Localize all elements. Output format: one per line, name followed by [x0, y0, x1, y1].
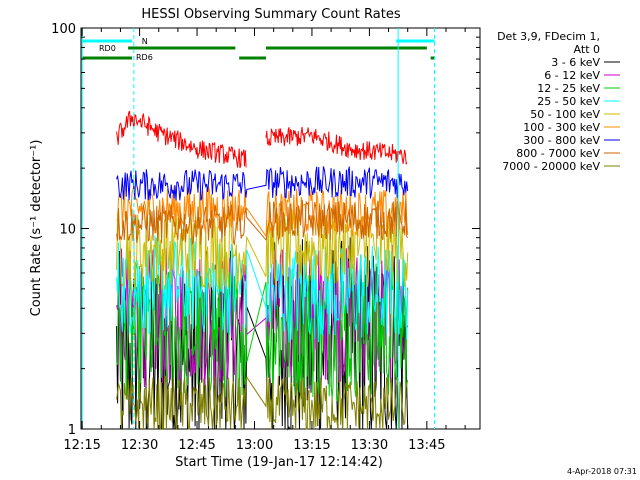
data-traces	[116, 110, 409, 431]
legend-entry-label: 300 - 800 keV	[523, 134, 600, 147]
legend-entry-label: 3 - 6 keV	[551, 56, 600, 69]
x-tick-label: 13:30	[351, 438, 388, 453]
series-300-800keV	[116, 166, 409, 201]
x-tick-label: 12:15	[63, 438, 100, 453]
x-tick-label: 12:45	[178, 438, 215, 453]
legend-entry-label: 7000 - 20000 keV	[502, 160, 600, 173]
legend-entry-label: 6 - 12 keV	[544, 69, 600, 82]
y-axis: 1 10 100	[51, 22, 480, 438]
legend-header: Att 0	[574, 43, 600, 56]
y-axis-label: Count Rate (s⁻¹ detector⁻¹)	[29, 140, 44, 317]
footer-timestamp: 4-Apr-2018 07:31	[567, 467, 637, 476]
flag-RD6-label: RD6	[136, 53, 153, 62]
legend-entry-label: 25 - 50 keV	[537, 95, 600, 108]
flag-RD0-label: RD0	[99, 44, 116, 53]
y-tick-label: 1	[68, 423, 76, 438]
flag-bars: N RD0 RD6	[82, 37, 435, 62]
x-axis-label: Start Time (19-Jan-17 12:14:42)	[175, 455, 383, 470]
x-tick-label: 13:45	[408, 438, 445, 453]
series-red-curve	[116, 110, 408, 169]
x-tick-label: 12:30	[121, 438, 158, 453]
y-tick-label: 100	[51, 22, 76, 37]
series-800-7000keV	[116, 200, 409, 247]
legend-entry-label: 50 - 100 keV	[530, 108, 600, 121]
legend-header: Det 3,9, FDecim 1,	[497, 30, 600, 43]
flag-N-label: N	[142, 37, 148, 46]
legend-entry-label: 100 - 300 keV	[523, 121, 600, 134]
chart-title: HESSI Observing Summary Count Rates	[141, 7, 400, 22]
legend-entry-label: 800 - 7000 keV	[516, 147, 600, 160]
series-7000-20000keV	[116, 375, 409, 431]
y-tick-label: 10	[59, 223, 76, 238]
x-tick-label: 13:00	[236, 438, 273, 453]
x-axis: 12:15 12:30 12:45 13:00 13:15 13:30 13:45	[63, 28, 466, 453]
x-tick-label: 13:15	[293, 438, 330, 453]
legend-entry-label: 12 - 25 keV	[537, 82, 600, 95]
